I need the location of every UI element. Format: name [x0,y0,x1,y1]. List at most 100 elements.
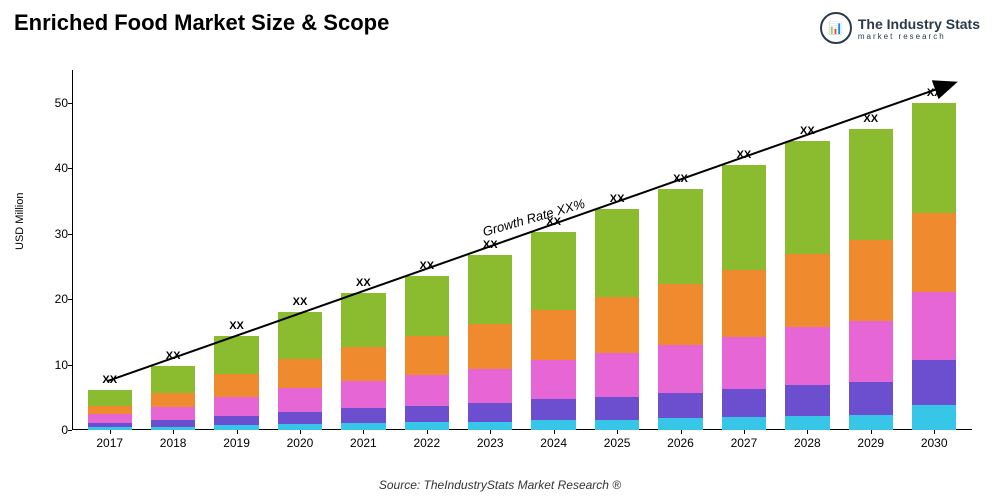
bar-segment [88,414,132,423]
bar-slot: XX2023 [459,70,522,430]
bar-slot: XX2024 [522,70,585,430]
bar-segment [151,393,195,407]
bar-segment [658,284,702,345]
bar-slot: XX2025 [585,70,648,430]
bar-segment [468,255,512,324]
bar-segment [278,359,322,388]
bar-value-label: XX [610,193,625,205]
bar-segment [405,406,449,422]
x-tick-label: 2020 [287,436,314,450]
bar-segment [278,388,322,412]
bar-value-label: XX [293,296,308,308]
bar-segment [785,385,829,416]
bar-segment [531,360,575,399]
bar-segment [531,420,575,430]
bar-value-label: XX [356,277,371,289]
bar-value-label: XX [737,149,752,161]
bar-segment [912,292,956,360]
bar-value-label: XX [927,87,942,99]
bar-segment [785,141,829,254]
bar-segment [785,254,829,327]
bar-segment [531,232,575,311]
chart-title: Enriched Food Market Size & Scope [14,10,389,36]
stacked-bar [595,209,639,430]
bar-segment [214,336,258,375]
bar-segment [658,345,702,393]
x-tick-label: 2019 [223,436,250,450]
bar-segment [468,369,512,404]
bar-segment [912,103,956,214]
bar-slot: XX2021 [332,70,395,430]
x-tick-label: 2021 [350,436,377,450]
bar-segment [912,360,956,405]
bar-segment [912,213,956,292]
brand-logo: The Industry Stats market research [820,12,980,44]
bar-segment [151,407,195,420]
stacked-bar [151,366,195,430]
stacked-bar [278,312,322,430]
bar-segment [595,397,639,420]
bar-segment [658,418,702,430]
bar-segment [341,408,385,422]
bar-slot: XX2022 [395,70,458,430]
brand-logo-subtext: market research [858,32,980,41]
bar-segment [468,324,512,369]
x-tick-label: 2030 [921,436,948,450]
x-tick-label: 2024 [540,436,567,450]
y-tick-label: 50 [38,96,68,110]
bar-segment [722,165,766,270]
bar-segment [341,423,385,430]
bar-slot: XX2029 [839,70,902,430]
bar-segment [531,399,575,420]
stacked-bar [849,129,893,430]
stacked-bar [785,141,829,430]
y-tick-label: 10 [38,358,68,372]
x-tick-label: 2025 [604,436,631,450]
bar-segment [405,375,449,406]
y-tick-label: 20 [38,292,68,306]
chart-container: Enriched Food Market Size & Scope The In… [0,0,1000,500]
bar-segment [849,240,893,321]
stacked-bar [341,293,385,430]
stacked-bar [468,255,512,430]
bar-value-label: XX [102,374,117,386]
bar-slot: XX2030 [902,70,965,430]
bar-segment [849,415,893,430]
bar-segment [722,270,766,337]
bar-segment [405,276,449,336]
bar-segment [658,189,702,285]
bar-segment [214,397,258,416]
stacked-bar [531,232,575,430]
x-tick-label: 2027 [731,436,758,450]
bar-segment [341,381,385,408]
x-tick-label: 2018 [160,436,187,450]
bar-segment [785,327,829,385]
x-tick-label: 2028 [794,436,821,450]
bar-segment [912,405,956,430]
bar-slot: XX2026 [649,70,712,430]
y-tick-label: 30 [38,227,68,241]
x-tick-label: 2017 [96,436,123,450]
stacked-bar [722,165,766,430]
bar-segment [341,293,385,347]
bar-segment [595,297,639,353]
bar-segment [214,416,258,426]
bar-value-label: XX [483,239,498,251]
bar-segment [595,420,639,430]
bar-segment [405,336,449,375]
bar-segment [88,406,132,413]
bar-segment [214,374,258,396]
bar-segment [849,129,893,240]
bar-segment [278,412,322,424]
bar-slot: XX2028 [776,70,839,430]
bar-segment [468,403,512,421]
stacked-bar [88,390,132,430]
bar-segment [88,390,132,406]
bar-segment [278,312,322,360]
stacked-bar [658,189,702,431]
bar-value-label: XX [863,113,878,125]
bar-value-label: XX [229,320,244,332]
bar-segment [531,310,575,360]
bar-slot: XX2018 [141,70,204,430]
bar-segment [849,321,893,383]
